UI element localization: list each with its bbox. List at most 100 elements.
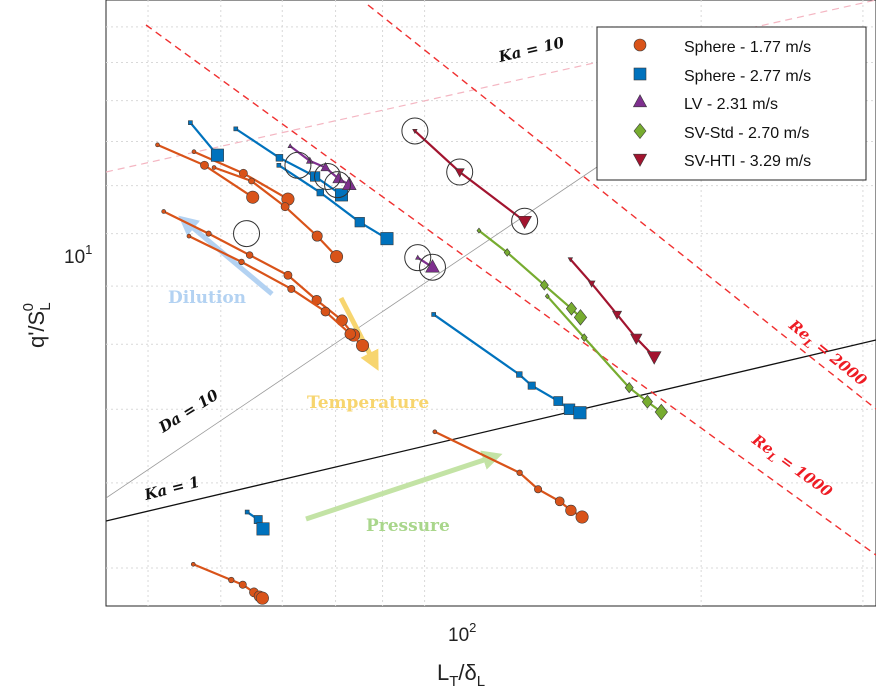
data-point (412, 129, 418, 134)
data-point (211, 165, 217, 170)
legend-markers (632, 38, 648, 167)
legend-marker-5 (632, 153, 648, 167)
data-point (354, 217, 365, 228)
data-point (534, 485, 543, 494)
legend-label-sv-std: SV-Std - 2.70 m/s (684, 125, 809, 142)
y-axis-label: q'/SL0 (20, 302, 54, 348)
series-5 (401, 117, 662, 365)
highlight-circle (313, 162, 341, 190)
data-point (330, 250, 344, 264)
data-point (248, 177, 255, 185)
data-point (654, 403, 668, 421)
grid (106, 0, 876, 606)
data-point (287, 284, 296, 293)
data-point (188, 120, 193, 125)
legend: Sphere - 1.77 m/s Sphere - 2.77 m/s LV -… (596, 26, 867, 181)
series-2 (188, 120, 587, 536)
data-point (503, 248, 511, 257)
data-point (415, 254, 421, 260)
legend-label-lv: LV - 2.31 m/s (684, 96, 778, 113)
data-point (563, 403, 576, 415)
data-point (380, 232, 394, 246)
data-point (344, 328, 356, 340)
data-point (186, 233, 192, 239)
data-point (238, 258, 245, 266)
ka-1-line (106, 339, 876, 522)
series-layer (155, 117, 668, 605)
legend-label-sv-hti: SV-HTI - 3.29 m/s (684, 153, 811, 170)
dilution-arrow (178, 215, 274, 296)
legend-label-sphere-2: Sphere - 2.77 m/s (684, 68, 811, 85)
series-3 (284, 143, 446, 281)
data-point (516, 469, 523, 476)
data-point (245, 251, 254, 259)
highlight-circle (446, 158, 474, 186)
data-point (573, 309, 588, 326)
data-point (476, 227, 482, 234)
data-point (255, 591, 269, 605)
dilution-label: Dilution (168, 288, 246, 308)
series-1 (155, 142, 589, 605)
data-point (553, 396, 564, 406)
re-1000-line (145, 24, 876, 556)
data-point (544, 293, 550, 300)
data-point (210, 148, 224, 162)
data-point (190, 561, 196, 567)
y-tick-exp: 1 (85, 242, 92, 257)
data-point (539, 279, 549, 291)
data-point (256, 522, 270, 536)
data-point (565, 301, 577, 316)
data-point (575, 510, 589, 524)
data-point (191, 149, 197, 155)
data-point (276, 162, 282, 168)
legend-marker-1 (633, 38, 647, 52)
temperature-label: Temperature (307, 393, 429, 413)
data-point (431, 312, 436, 317)
data-point (238, 580, 247, 589)
data-point (425, 259, 440, 273)
data-point (646, 351, 662, 365)
legend-marker-3 (632, 94, 648, 108)
x-tick-exp: 2 (469, 620, 476, 635)
data-point (287, 143, 293, 149)
data-point (320, 306, 331, 317)
highlight-circle (404, 244, 432, 272)
data-point (205, 230, 212, 237)
data-point (311, 230, 323, 242)
data-point (516, 371, 523, 378)
data-point (161, 209, 166, 214)
pressure-arrow (305, 450, 503, 522)
data-point (283, 270, 293, 280)
data-point (280, 202, 290, 212)
data-point (573, 406, 587, 420)
series-4 (476, 227, 668, 421)
legend-marker-4 (633, 123, 647, 139)
data-point (641, 394, 653, 409)
data-point (244, 509, 250, 515)
data-point (246, 190, 260, 204)
data-point (275, 154, 284, 162)
data-point (612, 310, 623, 321)
data-point (580, 333, 588, 342)
data-point (527, 381, 536, 390)
x-tick-base: 10 (448, 625, 469, 646)
data-point (630, 333, 643, 345)
re-2000-line (367, 4, 876, 410)
data-point (565, 504, 577, 517)
data-point (587, 280, 596, 288)
data-point (356, 339, 370, 353)
y-tick-base: 10 (64, 247, 85, 268)
y-tick-label: 101 (64, 242, 92, 268)
x-axis-label: LT/δL (437, 660, 485, 690)
legend-marker-2 (633, 67, 647, 81)
data-point (567, 257, 574, 263)
highlight-circle (511, 207, 539, 235)
data-point (155, 142, 160, 148)
data-point (454, 168, 465, 178)
highlight-circle (418, 253, 446, 281)
data-point (624, 382, 634, 394)
data-point (554, 496, 565, 507)
data-point (432, 429, 438, 435)
legend-label-sphere-1: Sphere - 1.77 m/s (684, 39, 811, 56)
